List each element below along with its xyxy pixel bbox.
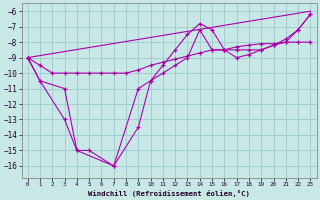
X-axis label: Windchill (Refroidissement éolien,°C): Windchill (Refroidissement éolien,°C) — [88, 190, 250, 197]
